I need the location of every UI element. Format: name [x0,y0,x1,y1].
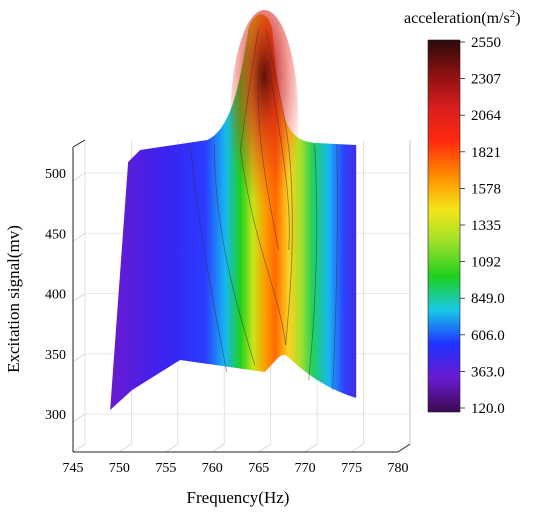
peak-region [230,10,299,230]
colorbar-tick-label: 363.0 [471,364,505,380]
x-tick-label: 775 [341,461,362,476]
x-tick-label: 760 [202,461,223,476]
contour-line [265,29,293,346]
colorbar-tick-label: 1335 [471,218,501,234]
contour-line [308,144,318,381]
contour-line [239,29,287,346]
colorbar-legend: acceleration(m/s2) 2550 2307 2064 1821 1578 1… [404,8,521,417]
y-tick-label: 500 [45,167,66,182]
x-tick-label: 745 [63,461,84,476]
colorbar-tick-label: 849.0 [471,291,505,307]
contour-line [267,59,290,251]
x-tick-labels: 745 750 755 760 765 770 775 780 [63,461,409,476]
y-tick-labels: 300 350 400 450 500 [45,167,66,423]
x-tick-label: 770 [295,461,316,476]
x-tick-label: 780 [388,461,409,476]
colorbar-ramp [427,39,461,413]
surface-body [110,14,357,410]
axes-frame [72,139,411,453]
colorbar-tick-label: 120.0 [471,401,505,417]
colorbar-tick-label: 2550 [471,35,501,51]
colorbar-tick-label: 606.0 [471,328,505,344]
x-axis-title: Frequency(Hz) [187,488,290,507]
y-tick-label: 450 [45,227,66,242]
colorbar-tick-label: 1578 [471,181,501,197]
colorbar-title: acceleration(m/s2) [404,8,521,27]
x-tick-label: 755 [155,461,176,476]
x-tick-label: 750 [109,461,130,476]
colorbar-tick-label: 2064 [471,108,502,124]
y-tick-label: 300 [45,408,66,423]
contour-line [213,144,256,366]
y-tick-label: 350 [45,348,66,363]
colorbar-tick-label: 1092 [471,255,501,271]
contour-line [332,144,338,391]
y-tick-label: 400 [45,288,66,303]
colorbar-tick-label: 1821 [471,145,501,161]
contour-line [189,145,228,373]
colorbar-tick-label: 2307 [471,72,502,88]
x-tick-label: 765 [248,461,269,476]
surface [110,10,357,410]
contour-line [257,59,280,251]
y-axis-title: Excitation signal(mv) [4,225,23,373]
